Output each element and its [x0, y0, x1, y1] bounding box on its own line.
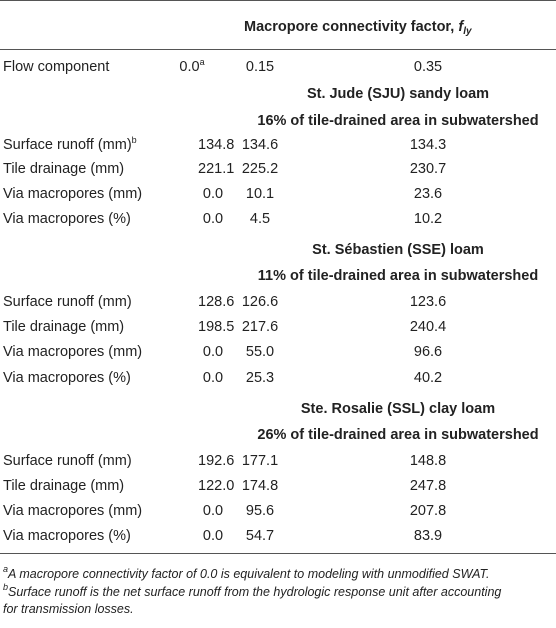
row-value: 55.0 [245, 344, 275, 360]
flow-component-header: Flow component [3, 59, 110, 75]
section-title: Ste. Rosalie (SSL) clay loam [300, 401, 496, 417]
row-value: 192.6 [198, 453, 235, 469]
row-label: Via macropores (mm) [3, 186, 143, 202]
factor-symbol: f [458, 19, 464, 35]
footnote-b: bSurface runoff is the net surface runof… [3, 582, 502, 600]
row-value: 198.5 [198, 319, 235, 335]
row-label: Via macropores (%) [3, 370, 131, 386]
column-header-0-15: 0.15 [245, 59, 275, 75]
section-title: St. Sébastien (SSE) loam [312, 242, 484, 258]
row-value: 174.8 [241, 478, 279, 494]
row-label: Surface runoff (mm) [3, 294, 132, 310]
row-value: 96.6 [413, 344, 443, 360]
row-label: Surface runoff (mm) [3, 453, 132, 469]
row-value: 247.8 [409, 478, 447, 494]
row-value: 134.8 [198, 137, 235, 153]
row-label: Surface runoff (mm)b [3, 135, 137, 154]
header-rule [0, 49, 556, 50]
footnote-mark-b: b [131, 135, 137, 145]
factor-header-label: Macropore connectivity factor, [244, 19, 459, 35]
row-value: 54.7 [245, 528, 275, 544]
row-value: 126.6 [241, 294, 279, 310]
row-value: 83.9 [413, 528, 443, 544]
section-subtitle: 11% of tile-drained area in subwatershed [257, 268, 539, 284]
row-label: Tile drainage (mm) [3, 478, 125, 494]
bottom-rule [0, 553, 556, 554]
footnote-a: aA macropore connectivity factor of 0.0 … [3, 564, 490, 582]
row-value: 134.6 [241, 137, 279, 153]
row-value: 123.6 [409, 294, 447, 310]
row-label: Via macropores (mm) [3, 503, 143, 519]
row-value: 221.1 [198, 161, 235, 177]
row-value: 0.0 [202, 528, 224, 544]
row-value: 134.3 [409, 137, 447, 153]
row-value: 122.0 [198, 478, 235, 494]
row-value: 207.8 [409, 503, 447, 519]
row-label: Via macropores (mm) [3, 344, 143, 360]
row-value: 128.6 [198, 294, 235, 310]
row-value: 0.0 [202, 186, 224, 202]
row-value: 225.2 [241, 161, 279, 177]
row-value: 217.6 [241, 319, 279, 335]
section-subtitle: 26% of tile-drained area in subwatershed [257, 427, 539, 443]
section-title: St. Jude (SJU) sandy loam [306, 86, 490, 102]
row-value: 10.2 [413, 211, 443, 227]
row-value: 23.6 [413, 186, 443, 202]
row-value: 25.3 [245, 370, 275, 386]
row-label: Tile drainage (mm) [3, 319, 125, 335]
factor-subscript: ly [463, 26, 472, 37]
row-value: 177.1 [241, 453, 279, 469]
row-value: 0.0 [202, 211, 224, 227]
row-label: Via macropores (%) [3, 211, 131, 227]
row-value: 95.6 [245, 503, 275, 519]
row-value: 4.5 [249, 211, 271, 227]
section-subtitle: 16% of tile-drained area in subwatershed [257, 113, 539, 129]
row-value: 230.7 [409, 161, 447, 177]
row-value: 0.0 [202, 370, 224, 386]
row-value: 148.8 [409, 453, 447, 469]
row-value: 0.0 [202, 344, 224, 360]
row-value: 40.2 [413, 370, 443, 386]
footnote-mark-a: a [199, 57, 205, 67]
column-header-0-35: 0.35 [413, 59, 443, 75]
row-value: 240.4 [409, 319, 447, 335]
row-label: Tile drainage (mm) [3, 161, 125, 177]
footnote-b-continued: for transmission losses. [3, 602, 134, 616]
row-label: Via macropores (%) [3, 528, 131, 544]
factor-header: Macropore connectivity factor, fly [244, 19, 472, 40]
row-value: 10.1 [245, 186, 275, 202]
column-header-0-0: 0.0a [179, 57, 205, 76]
row-value: 0.0 [202, 503, 224, 519]
top-rule [0, 0, 556, 1]
